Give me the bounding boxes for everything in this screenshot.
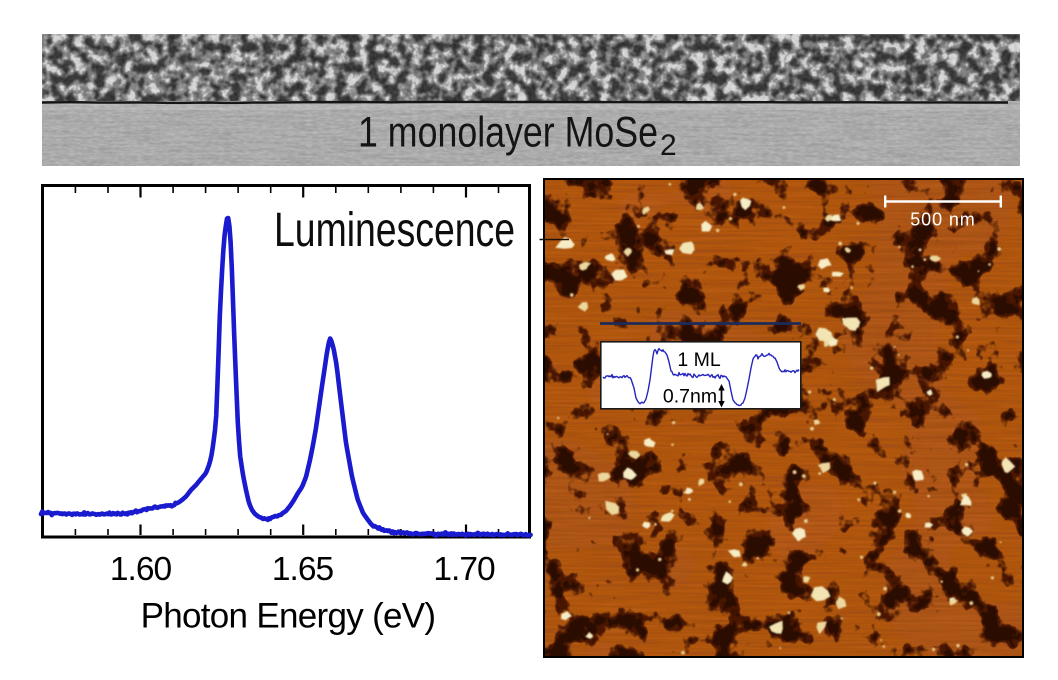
svg-text:1 monolayer MoSe: 1 monolayer MoSe xyxy=(358,109,658,157)
svg-text:2: 2 xyxy=(660,129,677,162)
svg-text:1 ML: 1 ML xyxy=(677,349,721,371)
svg-text:1.60: 1.60 xyxy=(110,551,172,588)
svg-text:1.65: 1.65 xyxy=(272,551,334,588)
svg-text:0.7nm: 0.7nm xyxy=(663,386,717,408)
svg-text:500 nm: 500 nm xyxy=(910,210,975,230)
svg-text:Luminescence: Luminescence xyxy=(274,204,515,257)
svg-text:1.70: 1.70 xyxy=(433,551,495,588)
svg-text:Photon Energy (eV): Photon Energy (eV) xyxy=(141,597,436,636)
